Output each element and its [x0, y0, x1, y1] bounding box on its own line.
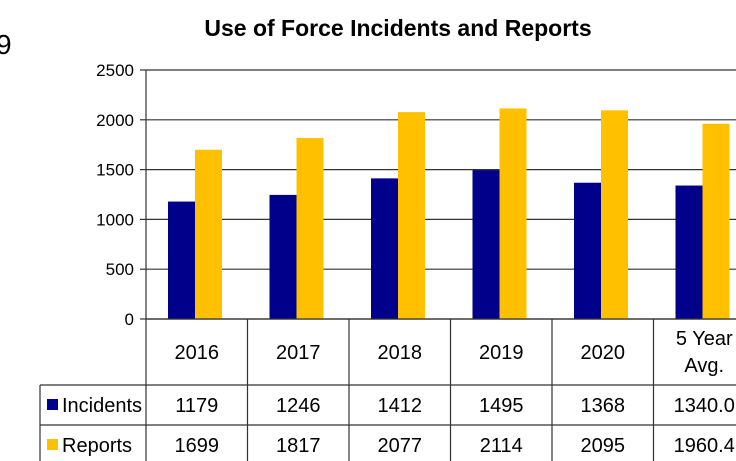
category-label: 2019: [479, 342, 524, 364]
data-label-reports: 1699: [175, 435, 220, 457]
y-tick-label: 0: [125, 310, 134, 329]
y-tick-label: 2000: [96, 111, 134, 130]
category-label: 2017: [276, 342, 321, 364]
category-label: 2020: [581, 342, 626, 364]
y-tick-label: 2500: [96, 61, 134, 80]
bar-incidents-2: [371, 178, 398, 319]
category-label: Avg.: [684, 355, 724, 377]
data-label-incidents: 1495: [479, 395, 524, 417]
data-label-incidents: 1179: [175, 395, 218, 417]
gridlines: [146, 69, 736, 320]
data-label-reports: 2095: [581, 435, 626, 457]
bar-incidents-3: [472, 170, 500, 319]
bar-reports-2: [398, 112, 425, 319]
data-label-incidents: 1340.0: [674, 395, 735, 417]
category-label: 5 Year: [676, 328, 733, 350]
bar-reports-3: [499, 108, 527, 319]
data-label-incidents: 1246: [276, 395, 321, 417]
legend-label-incidents: Incidents: [62, 395, 142, 417]
data-label-incidents: 1368: [581, 395, 626, 417]
bar-incidents-1: [269, 194, 297, 319]
bars: [168, 108, 730, 319]
data-label-reports: 1817: [276, 435, 321, 457]
y-tick-label: 500: [106, 260, 134, 279]
y-tick-label: 1500: [96, 161, 134, 180]
data-label-reports: 1960.4: [674, 435, 735, 457]
data-label-reports: 2114: [480, 435, 523, 457]
bar-incidents-0: [168, 201, 195, 319]
category-label: 2018: [378, 342, 423, 364]
data-table: 2016 2017 2018 2019 2020 5 Year Avg. Incidents 1…: [39, 318, 736, 461]
bar-reports-1: [296, 138, 324, 319]
bar-reports-4: [601, 110, 628, 319]
bar-reports-5: [702, 123, 730, 319]
bar-incidents-5: [675, 185, 703, 319]
y-tick-label: 1000: [96, 210, 134, 229]
data-label-incidents: 1412: [378, 395, 423, 417]
data-label-reports: 2077: [378, 435, 423, 457]
edge-fragment-text: 9: [0, 29, 12, 60]
y-axis: 0 500 1000 1500 2000 2500: [96, 61, 147, 329]
legend-label-reports: Reports: [62, 435, 132, 457]
category-label: 2016: [175, 342, 220, 364]
bar-reports-0: [195, 149, 222, 319]
legend-swatch-incidents: [47, 399, 58, 410]
bar-incidents-4: [574, 182, 601, 319]
legend-swatch-reports: [47, 439, 58, 450]
chart-title: Use of Force Incidents and Reports: [204, 15, 591, 41]
